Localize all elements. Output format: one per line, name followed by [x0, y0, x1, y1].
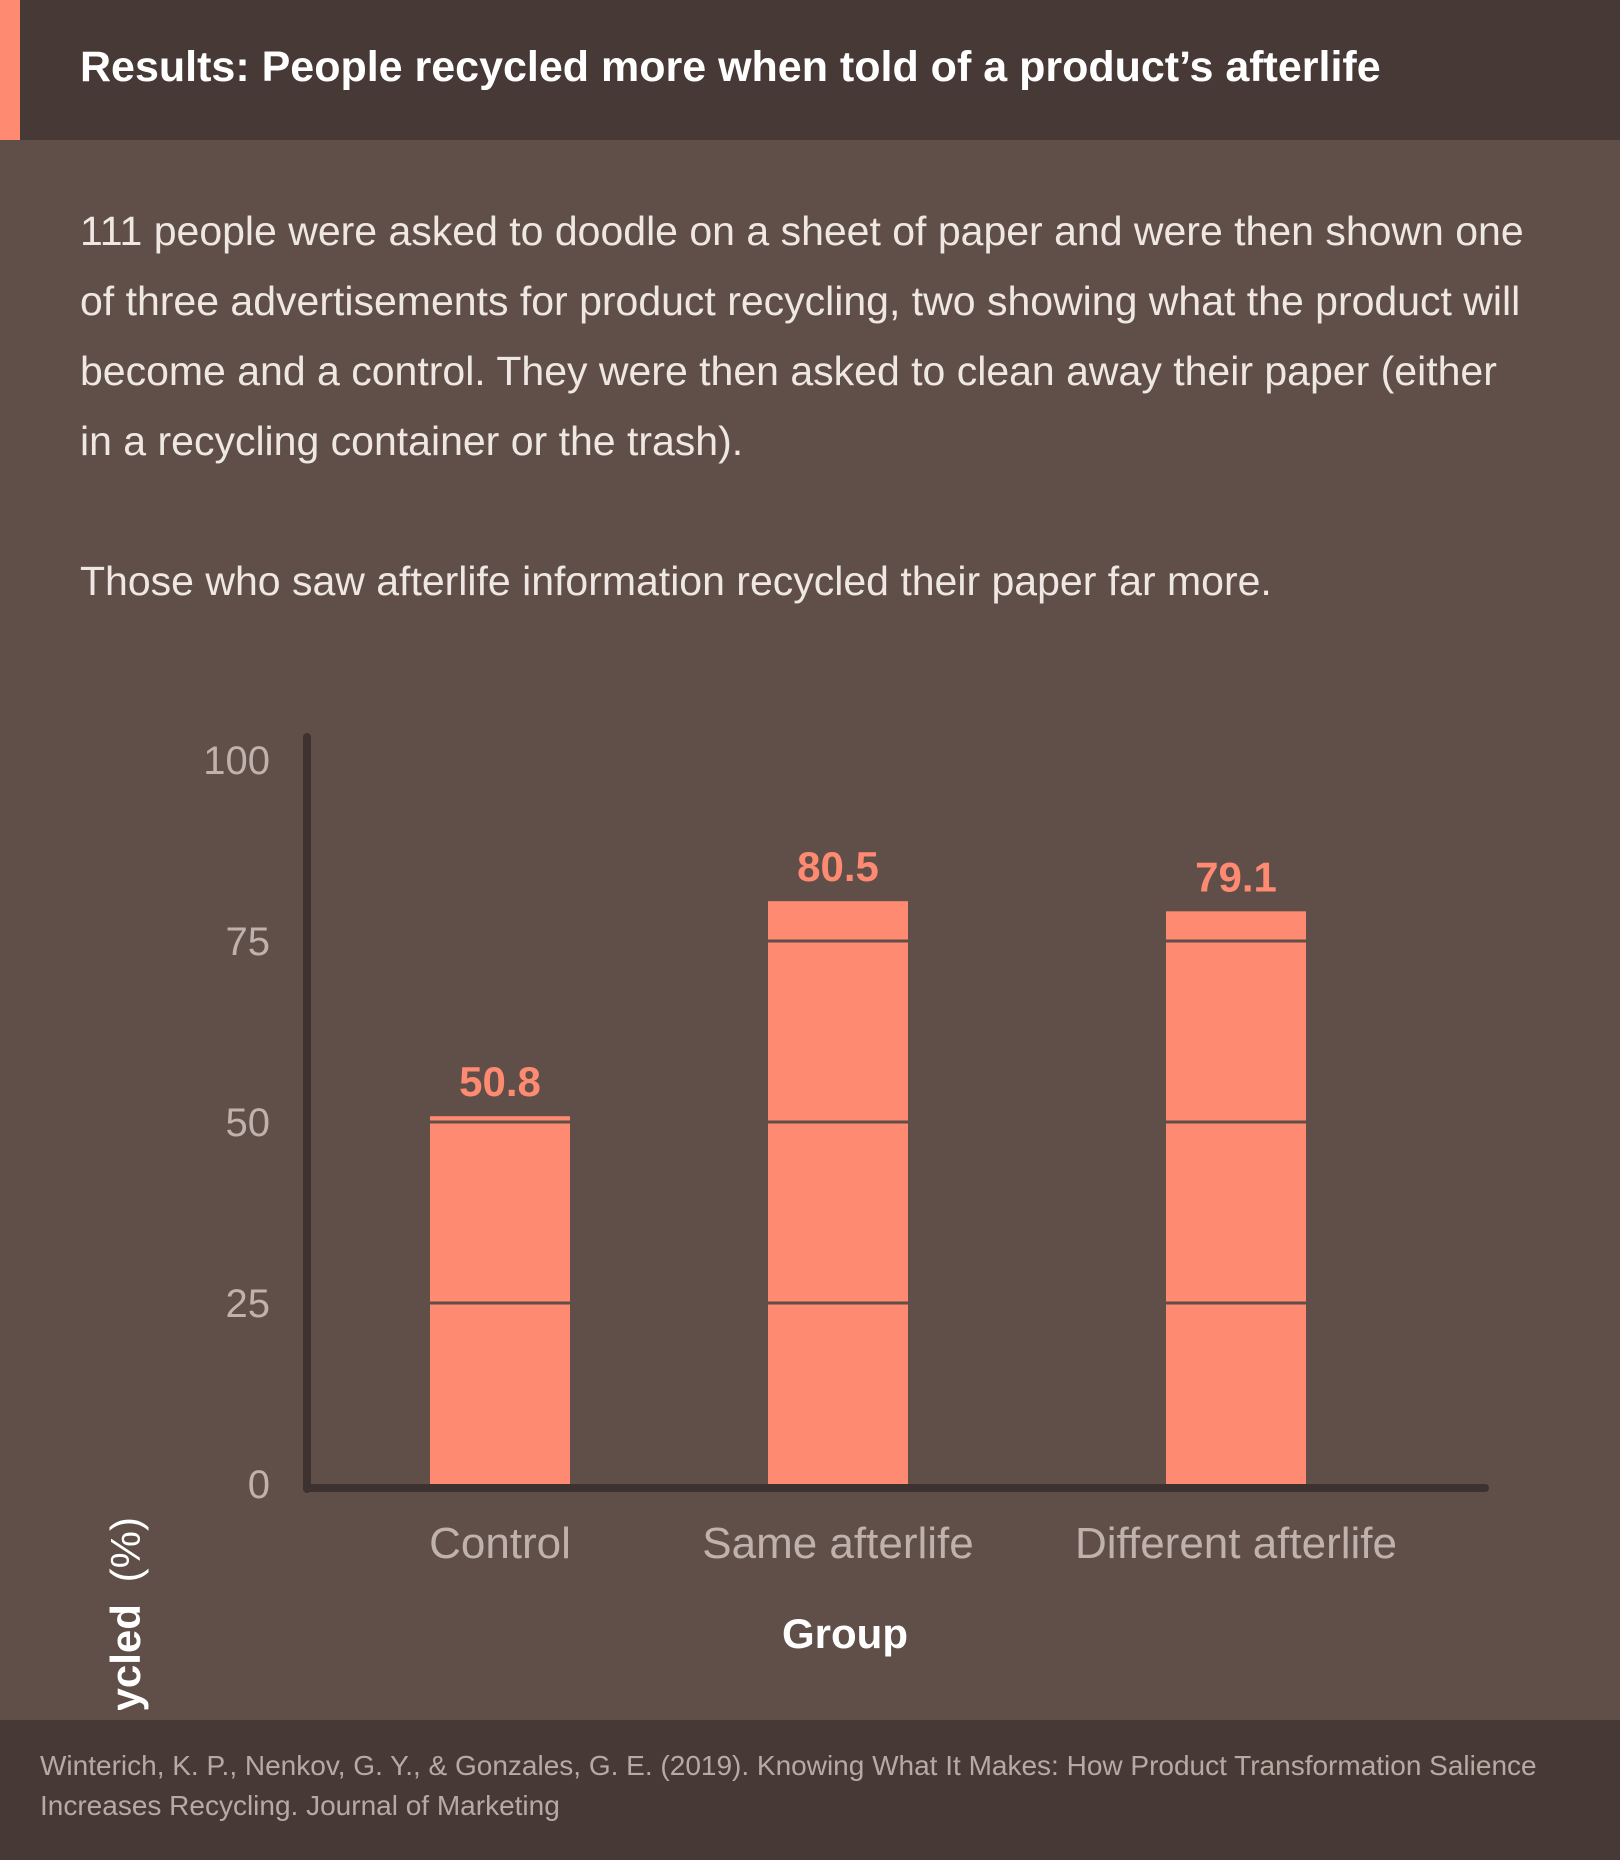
- y-tick-label: 0: [248, 1463, 270, 1507]
- intro-paragraph-2: Those who saw afterlife information recy…: [80, 558, 1272, 604]
- page-title: Results: People recycled more when told …: [80, 43, 1381, 91]
- bar-chart: 0 25 50 75 100 50.8 80.5 79.1 Control Same afte…: [102, 733, 1489, 1710]
- y-tick-label: 50: [226, 1101, 271, 1145]
- data-labels: 50.8 80.5 79.1: [459, 843, 1277, 1105]
- y-tick-label: 25: [226, 1282, 271, 1326]
- category-label: Control: [429, 1519, 571, 1568]
- x-axis-label: Group: [782, 1610, 908, 1657]
- bar-control: [430, 1116, 570, 1484]
- axes: [303, 733, 1489, 1493]
- intro-paragraph-1: 111 people were asked to doodle on a she…: [80, 208, 1524, 464]
- y-axis-label-unit: (%): [102, 1517, 149, 1582]
- bars: [430, 901, 1306, 1484]
- footer-bar: Winterich, K. P., Nenkov, G. Y., & Gonza…: [0, 1720, 1620, 1860]
- data-label: 80.5: [797, 843, 879, 890]
- header-accent-stripe: [0, 0, 20, 140]
- y-tick-label: 75: [226, 920, 271, 964]
- category-label: Same afterlife: [702, 1519, 973, 1568]
- y-axis-label: Paper recycled (%): [102, 1517, 149, 1710]
- category-labels: Control Same afterlife Different afterlife: [429, 1519, 1397, 1568]
- bar-same-afterlife: [768, 901, 908, 1484]
- y-tick-labels: 0 25 50 75 100: [203, 739, 270, 1507]
- data-label: 79.1: [1195, 853, 1277, 900]
- category-label: Different afterlife: [1075, 1519, 1397, 1568]
- citation: Winterich, K. P., Nenkov, G. Y., & Gonza…: [40, 1750, 1537, 1821]
- data-label: 50.8: [459, 1058, 541, 1105]
- intro-text: 111 people were asked to doodle on a she…: [80, 196, 1540, 616]
- y-axis-label-main: Paper recycled: [102, 1604, 149, 1710]
- bar-different-afterlife: [1166, 911, 1306, 1484]
- y-tick-label: 100: [203, 739, 270, 783]
- header-bar: Results: People recycled more when told …: [0, 0, 1620, 140]
